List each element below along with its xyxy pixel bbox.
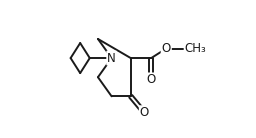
Text: CH₃: CH₃ — [184, 42, 206, 55]
Text: O: O — [162, 42, 171, 55]
Text: O: O — [147, 73, 156, 86]
Text: O: O — [140, 106, 149, 119]
Text: N: N — [107, 52, 116, 65]
